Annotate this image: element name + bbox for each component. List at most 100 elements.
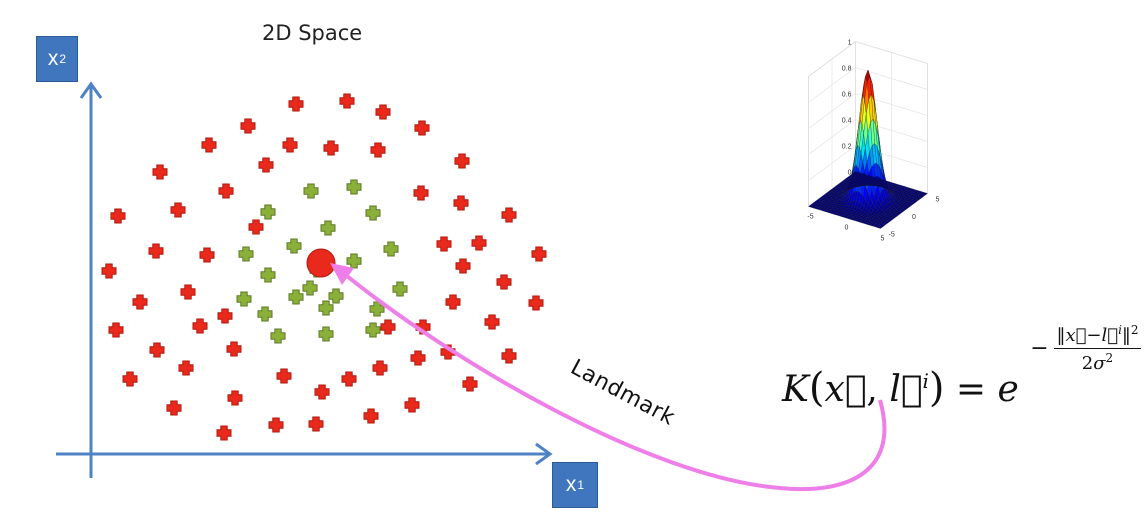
y-axis-label: x [47, 47, 59, 70]
red-plus-point [414, 120, 430, 136]
red-plus-point [528, 295, 544, 311]
red-plus-point [122, 371, 138, 387]
red-plus-point [496, 274, 512, 290]
red-plus-point [148, 243, 164, 259]
green-plus-point [346, 179, 362, 195]
red-plus-point [132, 294, 148, 310]
green-plus-point [383, 241, 399, 257]
formula-l-vec: l⃗ [889, 369, 923, 410]
x-tick-label: 0 [845, 225, 849, 232]
red-plus-point [410, 350, 426, 366]
red-plus-point [248, 219, 264, 235]
green-plus-point [318, 326, 334, 342]
green-plus-point [320, 220, 336, 236]
red-plus-point [152, 164, 168, 180]
x-tick-label: -5 [807, 214, 813, 221]
green-plus-point [365, 322, 381, 338]
red-plus-point [258, 157, 274, 173]
z-tick-label: 0.6 [842, 92, 852, 99]
z-tick-label: 0.8 [842, 66, 852, 73]
landmark-arrow [340, 270, 887, 492]
red-plus-point [226, 341, 242, 357]
x-axis-label: x [565, 473, 577, 496]
formula-x-vec: x⃗ [824, 369, 867, 410]
red-plus-point [180, 284, 196, 300]
diagram-title: 2D Space [262, 21, 363, 45]
red-plus-point [166, 400, 182, 416]
formula-den-square: 2 [1105, 351, 1114, 365]
z-tick-label: 0 [848, 170, 852, 177]
green-plus-point [257, 306, 273, 322]
red-plus-point [436, 236, 452, 252]
x-axis-label-subscript: 1 [577, 478, 585, 492]
red-plus-point [201, 137, 217, 153]
red-plus-point [471, 235, 487, 251]
y-tick-label: 0 [912, 214, 916, 221]
green-plus-point [238, 246, 254, 262]
green-plus-point [270, 328, 286, 344]
red-plus-point [110, 208, 126, 224]
red-plus-point [268, 417, 284, 433]
red-plus-point [276, 368, 292, 384]
red-plus-point [484, 314, 500, 330]
red-plus-point [199, 247, 215, 263]
formula-l-sup: i [922, 369, 929, 393]
red-plus-point [531, 246, 547, 262]
y-tick-label: 5 [936, 197, 940, 204]
green-plus-point [260, 204, 276, 220]
y-tick-label: -5 [889, 232, 895, 239]
formula-e: e [997, 369, 1019, 410]
red-plus-point [445, 294, 461, 310]
y-axis-arrowhead [79, 81, 103, 99]
red-plus-point [170, 202, 186, 218]
red-plus-point [462, 376, 478, 392]
red-plus-point [288, 96, 304, 112]
green-plus-point [302, 280, 318, 296]
red-plus-point [341, 371, 357, 387]
red-plus-point [372, 360, 388, 376]
surface-patch [853, 171, 859, 174]
green-plus-point [236, 291, 252, 307]
landmark-point [306, 248, 336, 278]
gaussian-surface-plot: 0 0.2 0.4 0.6 0.8 1 -5 0 5 -5 0 5 [807, 40, 939, 243]
green-plus-point [365, 205, 381, 221]
x-axis-arrowhead [535, 442, 553, 466]
green-plus-point [303, 183, 319, 199]
red-plus-point [363, 408, 379, 424]
x-tick-label: 5 [881, 236, 885, 243]
z-tick-label: 1 [848, 40, 852, 47]
red-plus-point [404, 397, 420, 413]
formula-den-sigma: σ [1093, 353, 1106, 374]
red-plus-point [380, 319, 396, 335]
green-plus-point [260, 267, 276, 283]
formula-num-l: l⃗ [1101, 325, 1119, 346]
landmark-arrowhead [330, 263, 354, 285]
rbf-kernel-formula: K(x⃗, l⃗i) = e − ‖x⃗−l⃗i‖2 2σ2 [782, 323, 1141, 411]
red-plus-point [413, 185, 429, 201]
red-plus-point [323, 140, 339, 156]
z-tick-label: 0.2 [842, 144, 852, 151]
green-plus-point [346, 253, 362, 269]
green-plus-point [392, 281, 408, 297]
red-plus-point [218, 183, 234, 199]
red-plus-point [501, 207, 517, 223]
formula-den-two: 2 [1081, 353, 1094, 374]
green-plus-point [286, 238, 302, 254]
green-plus-point [369, 301, 385, 317]
red-plus-point [192, 318, 208, 334]
red-plus-point [217, 308, 233, 324]
green-plus-point [328, 288, 344, 304]
green-plus-point [288, 289, 304, 305]
formula-num-x: x⃗ [1065, 325, 1087, 346]
red-plus-point [308, 416, 324, 432]
red-plus-point [227, 390, 243, 406]
red-points-group [101, 93, 547, 441]
formula-k: K [782, 369, 809, 410]
red-plus-point [178, 360, 194, 376]
red-plus-point [455, 258, 471, 274]
red-plus-point [375, 104, 391, 120]
